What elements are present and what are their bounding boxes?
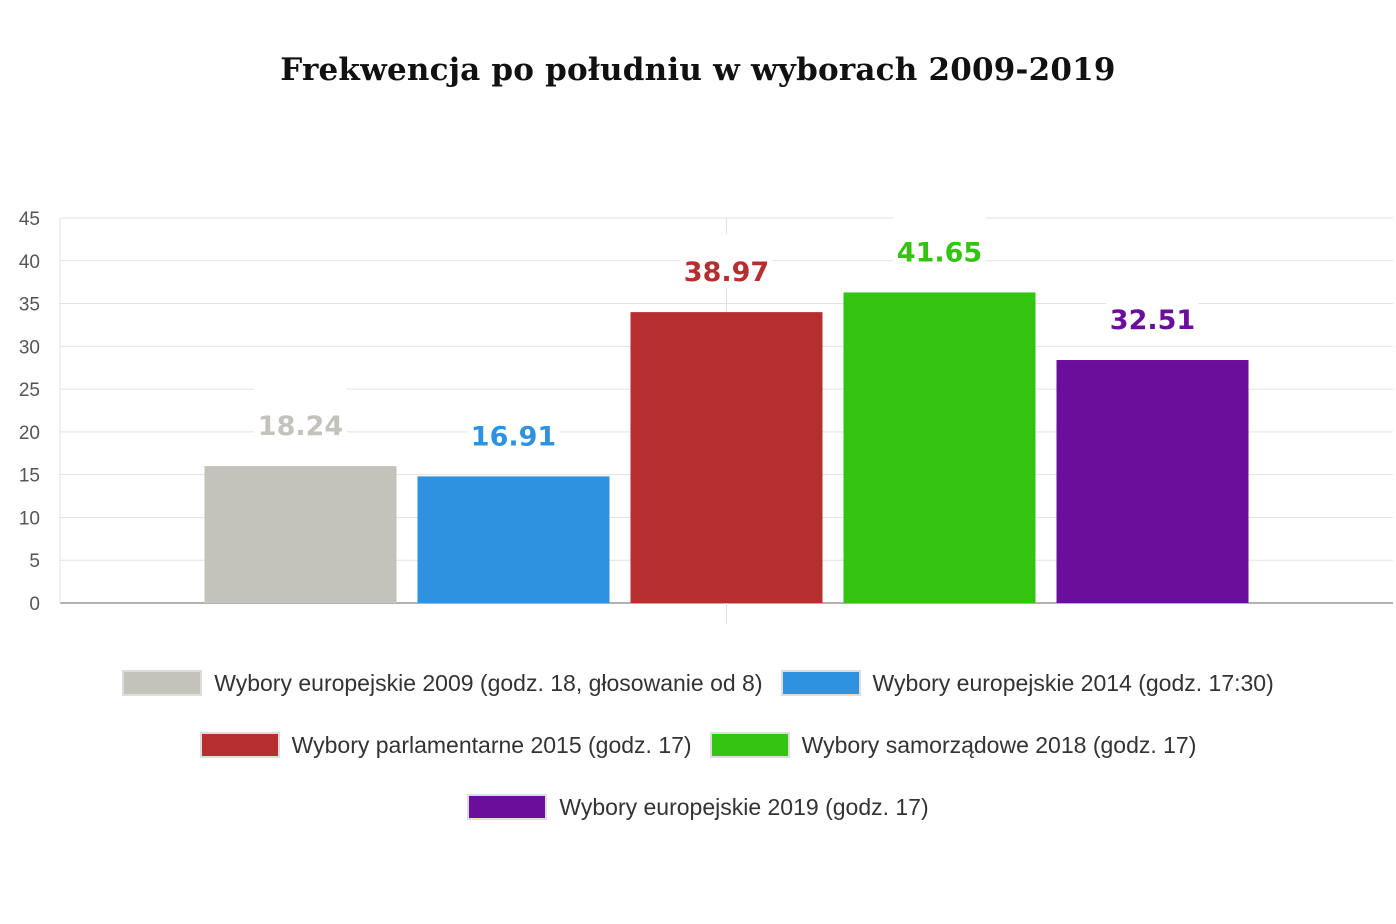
data-label: 41.65 [897,237,982,268]
y-axis: 0 5 10 15 20 25 30 35 40 45 [19,209,40,615]
data-label-background [680,234,773,289]
y-tick-label: 5 [29,551,40,572]
legend-label: Wybory samorządowe 2018 (godz. 17) [801,731,1197,758]
bar [204,466,397,603]
y-tick-label: 0 [29,594,40,615]
bar [630,312,823,603]
chart-title: Frekwencja po południu w wyborach 2009-2… [280,52,1116,88]
y-tick-label: 35 [19,295,40,316]
legend-item[interactable]: Wybory parlamentarne 2015 (godz. 17) [199,730,692,760]
legend-swatch [199,732,280,758]
legend-item[interactable]: Wybory samorządowe 2018 (godz. 17) [709,730,1197,760]
y-tick-label: 20 [19,423,40,444]
data-label-background [254,388,347,443]
bars [204,292,1249,603]
legend-label: Wybory europejskie 2009 (godz. 18, głoso… [214,669,763,696]
data-label-background [1106,282,1199,337]
bar [1056,360,1249,603]
data-label: 18.24 [258,411,343,442]
bar [417,476,610,603]
y-tick-label: 30 [19,337,40,358]
y-tick-label: 45 [19,209,40,230]
bar [843,292,1036,603]
legend-swatch [467,794,548,820]
y-tick-label: 15 [19,466,40,487]
data-label-background [893,214,986,269]
legend: Wybory europejskie 2009 (godz. 18, głoso… [0,668,1396,822]
y-tick-label: 40 [19,252,40,273]
legend-label: Wybory parlamentarne 2015 (godz. 17) [291,731,692,758]
data-labels: 18.24 16.91 38.97 41.65 32.51 [254,214,1199,453]
legend-label: Wybory europejskie 2014 (godz. 17:30) [872,669,1274,696]
data-label: 38.97 [684,257,769,288]
bar-chart: 0 5 10 15 20 25 30 35 40 45 18.24 16.91 38.97 41.65 3… [19,209,1393,624]
legend-swatch [122,670,203,696]
data-label: 32.51 [1110,305,1195,336]
legend-item[interactable]: Wybory europejskie 2009 (godz. 18, głoso… [122,668,763,698]
y-tick-label: 10 [19,508,40,529]
data-label: 16.91 [471,421,556,452]
legend-swatch [780,670,861,696]
legend-item[interactable]: Wybory europejskie 2014 (godz. 17:30) [780,668,1274,698]
y-tick-label: 25 [19,380,40,401]
legend-label: Wybory europejskie 2019 (godz. 17) [559,793,929,820]
legend-swatch [709,732,790,758]
data-label-background [467,398,560,453]
legend-item[interactable]: Wybory europejskie 2019 (godz. 17) [467,792,929,822]
